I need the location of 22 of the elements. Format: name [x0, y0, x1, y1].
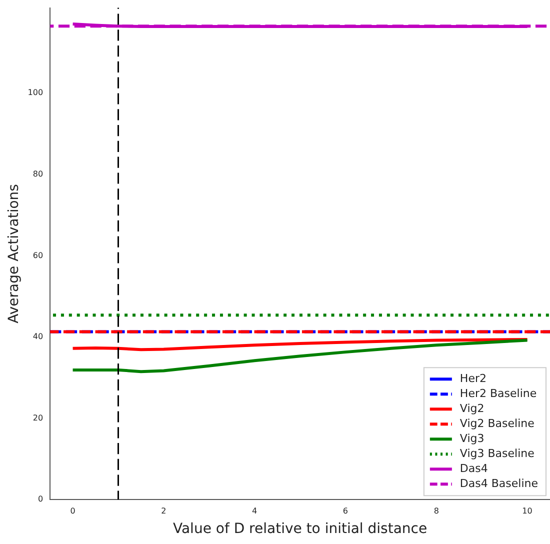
- x-tick-label: 0: [70, 506, 76, 516]
- y-tick-label: 60: [32, 250, 44, 260]
- legend-label: Vig3: [460, 432, 484, 445]
- legend-label: Vig2 Baseline: [460, 416, 535, 430]
- y-tick-label: 40: [32, 332, 44, 342]
- x-tick-label: 2: [161, 506, 166, 516]
- y-tick-label: 20: [32, 413, 44, 422]
- legend-label: Das4 Baseline: [460, 476, 538, 490]
- legend-label: Her2 Baseline: [460, 386, 537, 400]
- legend-label: Vig2: [460, 402, 484, 415]
- legend-label: Her2: [460, 372, 486, 385]
- x-tick-label: 6: [342, 506, 348, 516]
- x-tick-label: 8: [434, 506, 439, 516]
- y-tick-label: 0: [38, 494, 44, 504]
- x-tick-label: 10: [522, 506, 532, 516]
- legend-label: Vig3 Baseline: [460, 446, 535, 460]
- y-axis-title: Average Activations: [6, 184, 22, 324]
- y-tick-label: 80: [32, 170, 44, 179]
- legend-label: Das4: [460, 462, 488, 475]
- y-tick-label: 100: [28, 88, 44, 98]
- x-tick-label: 4: [252, 506, 258, 516]
- x-axis-title: Value of D relative to initial distance: [172, 521, 428, 538]
